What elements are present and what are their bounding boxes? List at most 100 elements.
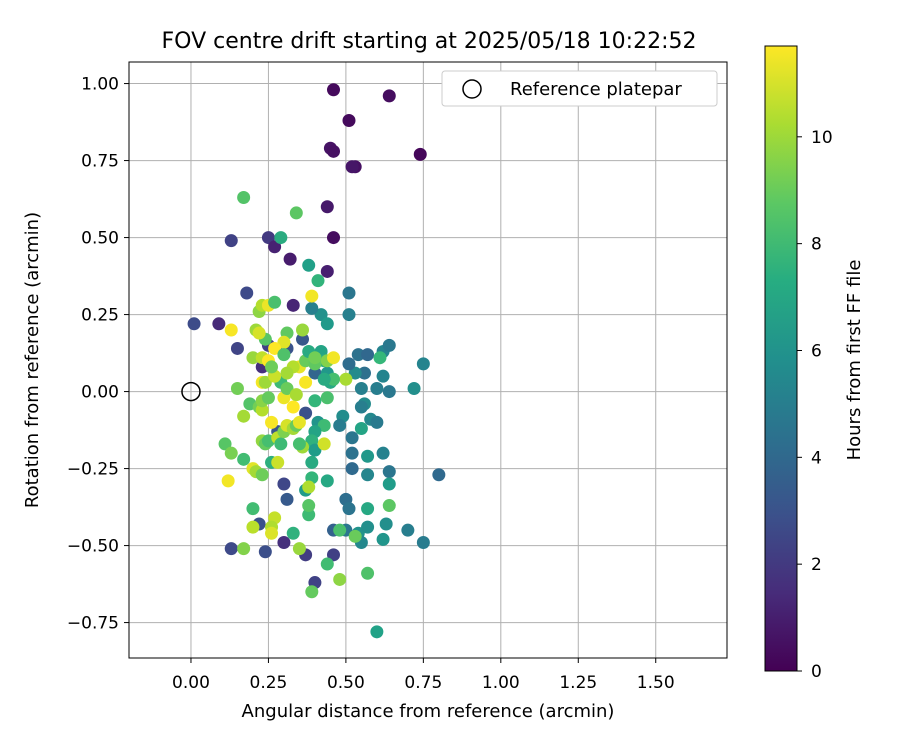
scatter-point xyxy=(376,446,390,460)
scatter-point xyxy=(333,418,347,432)
y-tick-label: −0.50 xyxy=(67,537,119,557)
scatter-point xyxy=(221,474,235,488)
colorbar-tick-label: 6 xyxy=(811,341,822,361)
scatter-point xyxy=(280,381,294,395)
scatter-point xyxy=(326,144,340,158)
x-tick-label: 1.00 xyxy=(482,673,520,693)
scatter-point xyxy=(268,295,282,309)
scatter-point xyxy=(370,381,384,395)
scatter-point xyxy=(357,366,371,380)
scatter-point xyxy=(333,572,347,586)
scatter-point xyxy=(274,231,288,245)
scatter-point xyxy=(212,317,226,331)
scatter-point xyxy=(354,381,368,395)
scatter-point xyxy=(252,326,266,340)
scatter-point xyxy=(345,446,359,460)
scatter-point xyxy=(373,351,387,365)
y-tick-label: −0.25 xyxy=(67,460,119,480)
scatter-point xyxy=(317,372,331,386)
legend-label: Reference platepar xyxy=(510,79,682,100)
scatter-point xyxy=(311,274,325,288)
y-tick-label: 0.00 xyxy=(81,383,119,403)
scatter-point xyxy=(292,437,306,451)
reference-marker xyxy=(181,381,201,402)
y-tick-label: 0.75 xyxy=(81,152,119,172)
x-axis-label: Angular distance from reference (arcmin) xyxy=(242,701,615,722)
scatter-point xyxy=(382,385,396,399)
scatter-point xyxy=(382,89,396,103)
scatter-point xyxy=(240,286,254,300)
scatter-point xyxy=(308,366,322,380)
scatter-point xyxy=(348,529,362,543)
scatter-point xyxy=(382,499,396,513)
scatter-point xyxy=(320,200,334,214)
scatter-point xyxy=(342,357,356,371)
scatter-point xyxy=(237,452,251,466)
chart-title: FOV centre drift starting at 2025/05/18 … xyxy=(162,29,697,54)
scatter-point xyxy=(407,381,421,395)
colorbar-tick-label: 8 xyxy=(811,235,822,255)
scatter-point xyxy=(308,394,322,408)
scatter-point xyxy=(305,455,319,469)
scatter-point xyxy=(246,351,260,365)
scatter-point xyxy=(268,341,282,355)
y-axis-label: Rotation from reference (arcmin) xyxy=(22,212,43,508)
scatter-point xyxy=(261,231,275,245)
colorbar-ticks: 0 2 4 6 8 10 xyxy=(797,128,833,682)
scatter-point xyxy=(258,375,272,389)
scatter-point xyxy=(277,535,291,549)
scatter-point xyxy=(274,437,288,451)
colorbar-tick-label: 0 xyxy=(811,662,822,682)
y-axis-ticks: 1.00 0.75 0.50 0.25 0.00 −0.25 −0.50 −0.75 xyxy=(67,75,129,634)
x-tick-label: 0.75 xyxy=(404,673,442,693)
scatter-point xyxy=(286,400,300,414)
legend-marker-icon xyxy=(462,79,482,99)
scatter-point xyxy=(345,462,359,476)
scatter-point xyxy=(345,160,359,174)
scatter-point xyxy=(326,83,340,97)
plot-frame xyxy=(128,61,728,659)
scatter-point xyxy=(230,341,244,355)
scatter-point xyxy=(224,323,238,337)
colorbar-tick-label: 2 xyxy=(811,555,822,575)
scatter-point xyxy=(317,418,331,432)
scatter-point xyxy=(317,437,331,451)
scatter-point xyxy=(286,526,300,540)
scatter-point xyxy=(305,585,319,599)
scatter-point xyxy=(268,240,282,254)
scatter-point xyxy=(326,548,340,562)
scatter-point xyxy=(413,147,427,161)
scatter-point xyxy=(246,520,260,534)
x-tick-label: 0.50 xyxy=(327,673,365,693)
colorbar-label: Hours from first FF file xyxy=(844,260,865,461)
scatter-point xyxy=(326,231,340,245)
scatter-point xyxy=(382,477,396,491)
scatter-point xyxy=(296,332,310,346)
scatter-point xyxy=(292,542,306,556)
scatter-point xyxy=(255,468,269,482)
scatter-point xyxy=(302,258,316,272)
scatter-point xyxy=(339,372,353,386)
scatter-point xyxy=(342,502,356,516)
scatter-point xyxy=(255,403,269,417)
colorbar-gradient xyxy=(764,45,798,672)
scatter-point xyxy=(265,360,279,374)
x-axis-ticks: 0.00 0.25 0.50 0.75 1.00 1.25 1.50 xyxy=(172,658,675,693)
scatter-point xyxy=(342,114,356,128)
scatter-point xyxy=(361,449,375,463)
scatter-point xyxy=(224,234,238,248)
scatter-point xyxy=(320,317,334,331)
scatter-point xyxy=(320,474,334,488)
scatter-point xyxy=(354,400,368,414)
scatter-point xyxy=(237,409,251,423)
scatter-point xyxy=(354,422,368,436)
scatter-point xyxy=(348,366,362,380)
scatter-point xyxy=(302,499,316,513)
x-tick-label: 0.00 xyxy=(172,673,210,693)
scatter-point xyxy=(342,308,356,322)
scatter-point xyxy=(277,348,291,362)
colorbar: 0 2 4 6 8 10 Hours from first FF file xyxy=(764,45,865,682)
scatter-point xyxy=(326,372,340,386)
y-tick-label: 0.50 xyxy=(81,229,119,249)
scatter-point xyxy=(361,348,375,362)
